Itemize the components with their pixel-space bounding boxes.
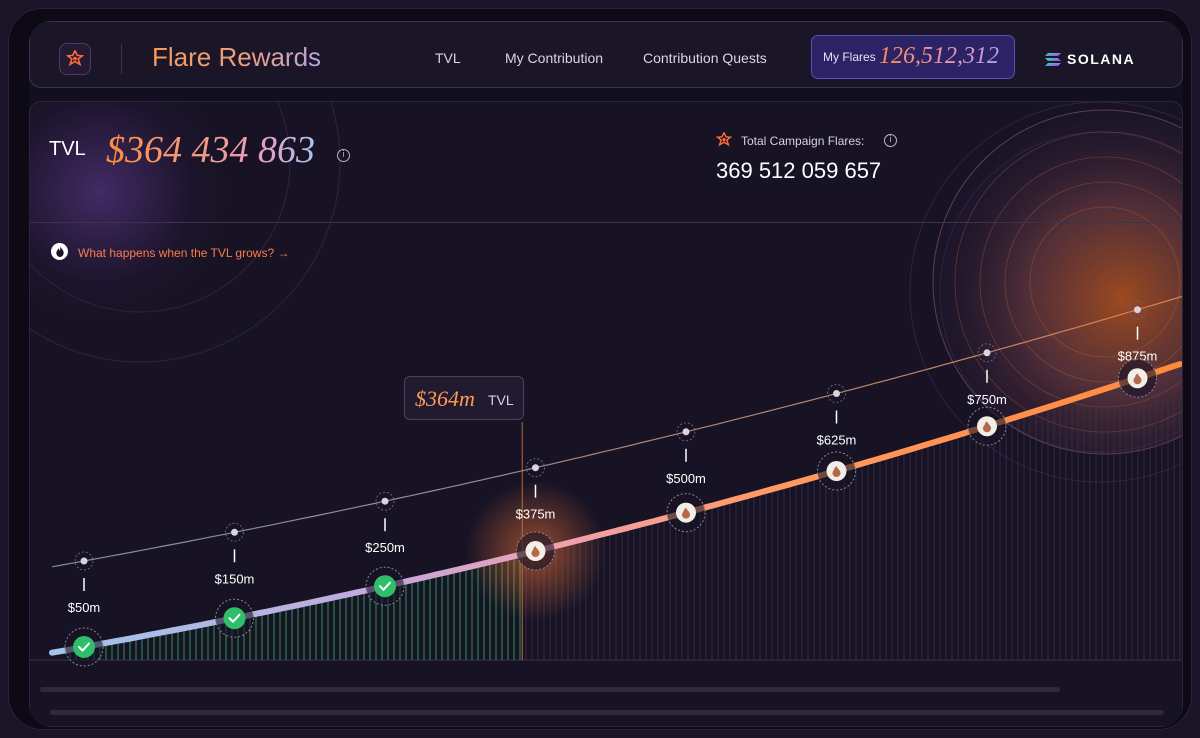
- network-label: SOLANA: [1067, 51, 1136, 67]
- milestone-target-dot: [381, 497, 389, 505]
- horizontal-scrollbar-track[interactable]: [50, 710, 1164, 715]
- milestone-label: $500m: [666, 471, 706, 486]
- decorative-globe: [932, 109, 1182, 455]
- milestone-target-dot: [1134, 306, 1141, 314]
- milestone-target-dot: [682, 428, 690, 436]
- my-flares-value: 126,512,312: [879, 43, 999, 69]
- tvl-label: TVL: [49, 138, 86, 160]
- tvl-milestone-chart: $50m $150m $250m $375m $500m $625m $750m $875m: [30, 102, 1182, 667]
- milestone-marker[interactable]: $150m: [215, 522, 255, 638]
- flame-shape: [682, 507, 690, 519]
- what-happens-link[interactable]: What happens when the TVL grows? →: [78, 246, 290, 260]
- campaign-flares-label: Total Campaign Flares:: [741, 134, 865, 148]
- milestone-label: $875m: [1118, 349, 1158, 364]
- check-mark: [379, 581, 391, 592]
- network-selector[interactable]: SOLANA: [1045, 51, 1135, 67]
- milestone-target-dot: [80, 557, 88, 565]
- app-window: Flare Rewards TVL My Contribution Contri…: [29, 21, 1183, 727]
- milestone-target-ring: [375, 491, 395, 511]
- my-flares-badge[interactable]: My Flares 126,512,312: [811, 35, 1015, 79]
- solana-logo-icon: [1045, 52, 1061, 66]
- milestone-label: $250m: [365, 540, 405, 555]
- tvl-panel: $50m $150m $250m $375m $500m $625m $750m $875m …: [29, 101, 1183, 727]
- section-divider: [30, 222, 1182, 223]
- tooltip-value: $364m: [415, 386, 475, 411]
- milestone-marker[interactable]: $50m: [64, 551, 104, 667]
- milestone-target-dot: [983, 349, 991, 357]
- milestone-label: $625m: [817, 433, 857, 448]
- milestone-target-ring: [526, 458, 545, 478]
- flame-shape: [832, 466, 841, 477]
- my-flares-label: My Flares: [823, 50, 876, 64]
- milestone-label: $375m: [516, 507, 556, 522]
- milestone-target-ring: [676, 422, 696, 442]
- horizontal-scrollbar[interactable]: [40, 687, 1060, 692]
- milestone-target-ring: [74, 551, 94, 571]
- device-frame: Flare Rewards TVL My Contribution Contri…: [8, 8, 1192, 730]
- target-line: [51, 295, 1182, 568]
- milestone-target-ring: [977, 343, 997, 363]
- top-navbar: Flare Rewards TVL My Contribution Contri…: [29, 21, 1183, 88]
- check-mark: [78, 642, 90, 652]
- flame-icon: [51, 243, 68, 260]
- flame-shape: [1133, 373, 1142, 385]
- tvl-value: $364 434 863: [106, 129, 315, 171]
- flame-shape: [983, 421, 991, 433]
- check-mark: [228, 613, 241, 624]
- nav-my-contribution[interactable]: My Contribution: [505, 50, 604, 66]
- check-icon: [73, 636, 95, 658]
- current-tvl-tooltip: $364m TVL: [404, 376, 524, 420]
- milestone-target-dot: [231, 528, 238, 536]
- milestone-marker[interactable]: $750m: [967, 343, 1007, 446]
- check-icon: [374, 575, 396, 598]
- check-icon: [223, 607, 246, 630]
- milestone-target-ring: [225, 522, 244, 542]
- nav-tvl[interactable]: TVL: [435, 50, 461, 66]
- milestone-marker[interactable]: $375m: [516, 458, 556, 571]
- chart-markers: $50m $150m $250m $375m $500m $625m $750m $875m: [64, 300, 1158, 667]
- app-title: Flare Rewards: [152, 42, 322, 72]
- nav-divider: [121, 44, 122, 74]
- campaign-flares-value: 369 512 059 657: [716, 158, 882, 183]
- milestone-target-dot: [833, 390, 840, 397]
- flare-star-icon: [716, 132, 732, 147]
- milestone-marker[interactable]: $875m: [1118, 300, 1158, 398]
- tooltip-unit: TVL: [488, 392, 514, 408]
- info-icon[interactable]: i: [884, 134, 897, 147]
- milestone-marker[interactable]: $500m: [666, 422, 706, 533]
- info-icon[interactable]: i: [337, 149, 350, 162]
- logo-button[interactable]: [59, 43, 91, 75]
- milestone-target-dot: [532, 464, 539, 472]
- nav-contribution-quests[interactable]: Contribution Quests: [643, 50, 767, 66]
- milestone-target-ring: [1128, 300, 1147, 320]
- milestone-marker[interactable]: $250m: [365, 491, 405, 606]
- milestone-label: $150m: [215, 571, 255, 586]
- flare-star-icon: [66, 50, 84, 67]
- milestone-target-ring: [827, 384, 846, 403]
- chart-bars: [69, 367, 1181, 660]
- milestone-marker[interactable]: $625m: [817, 384, 857, 491]
- milestone-label: $750m: [967, 392, 1007, 407]
- flame-shape: [531, 546, 540, 557]
- milestone-label: $50m: [68, 600, 101, 615]
